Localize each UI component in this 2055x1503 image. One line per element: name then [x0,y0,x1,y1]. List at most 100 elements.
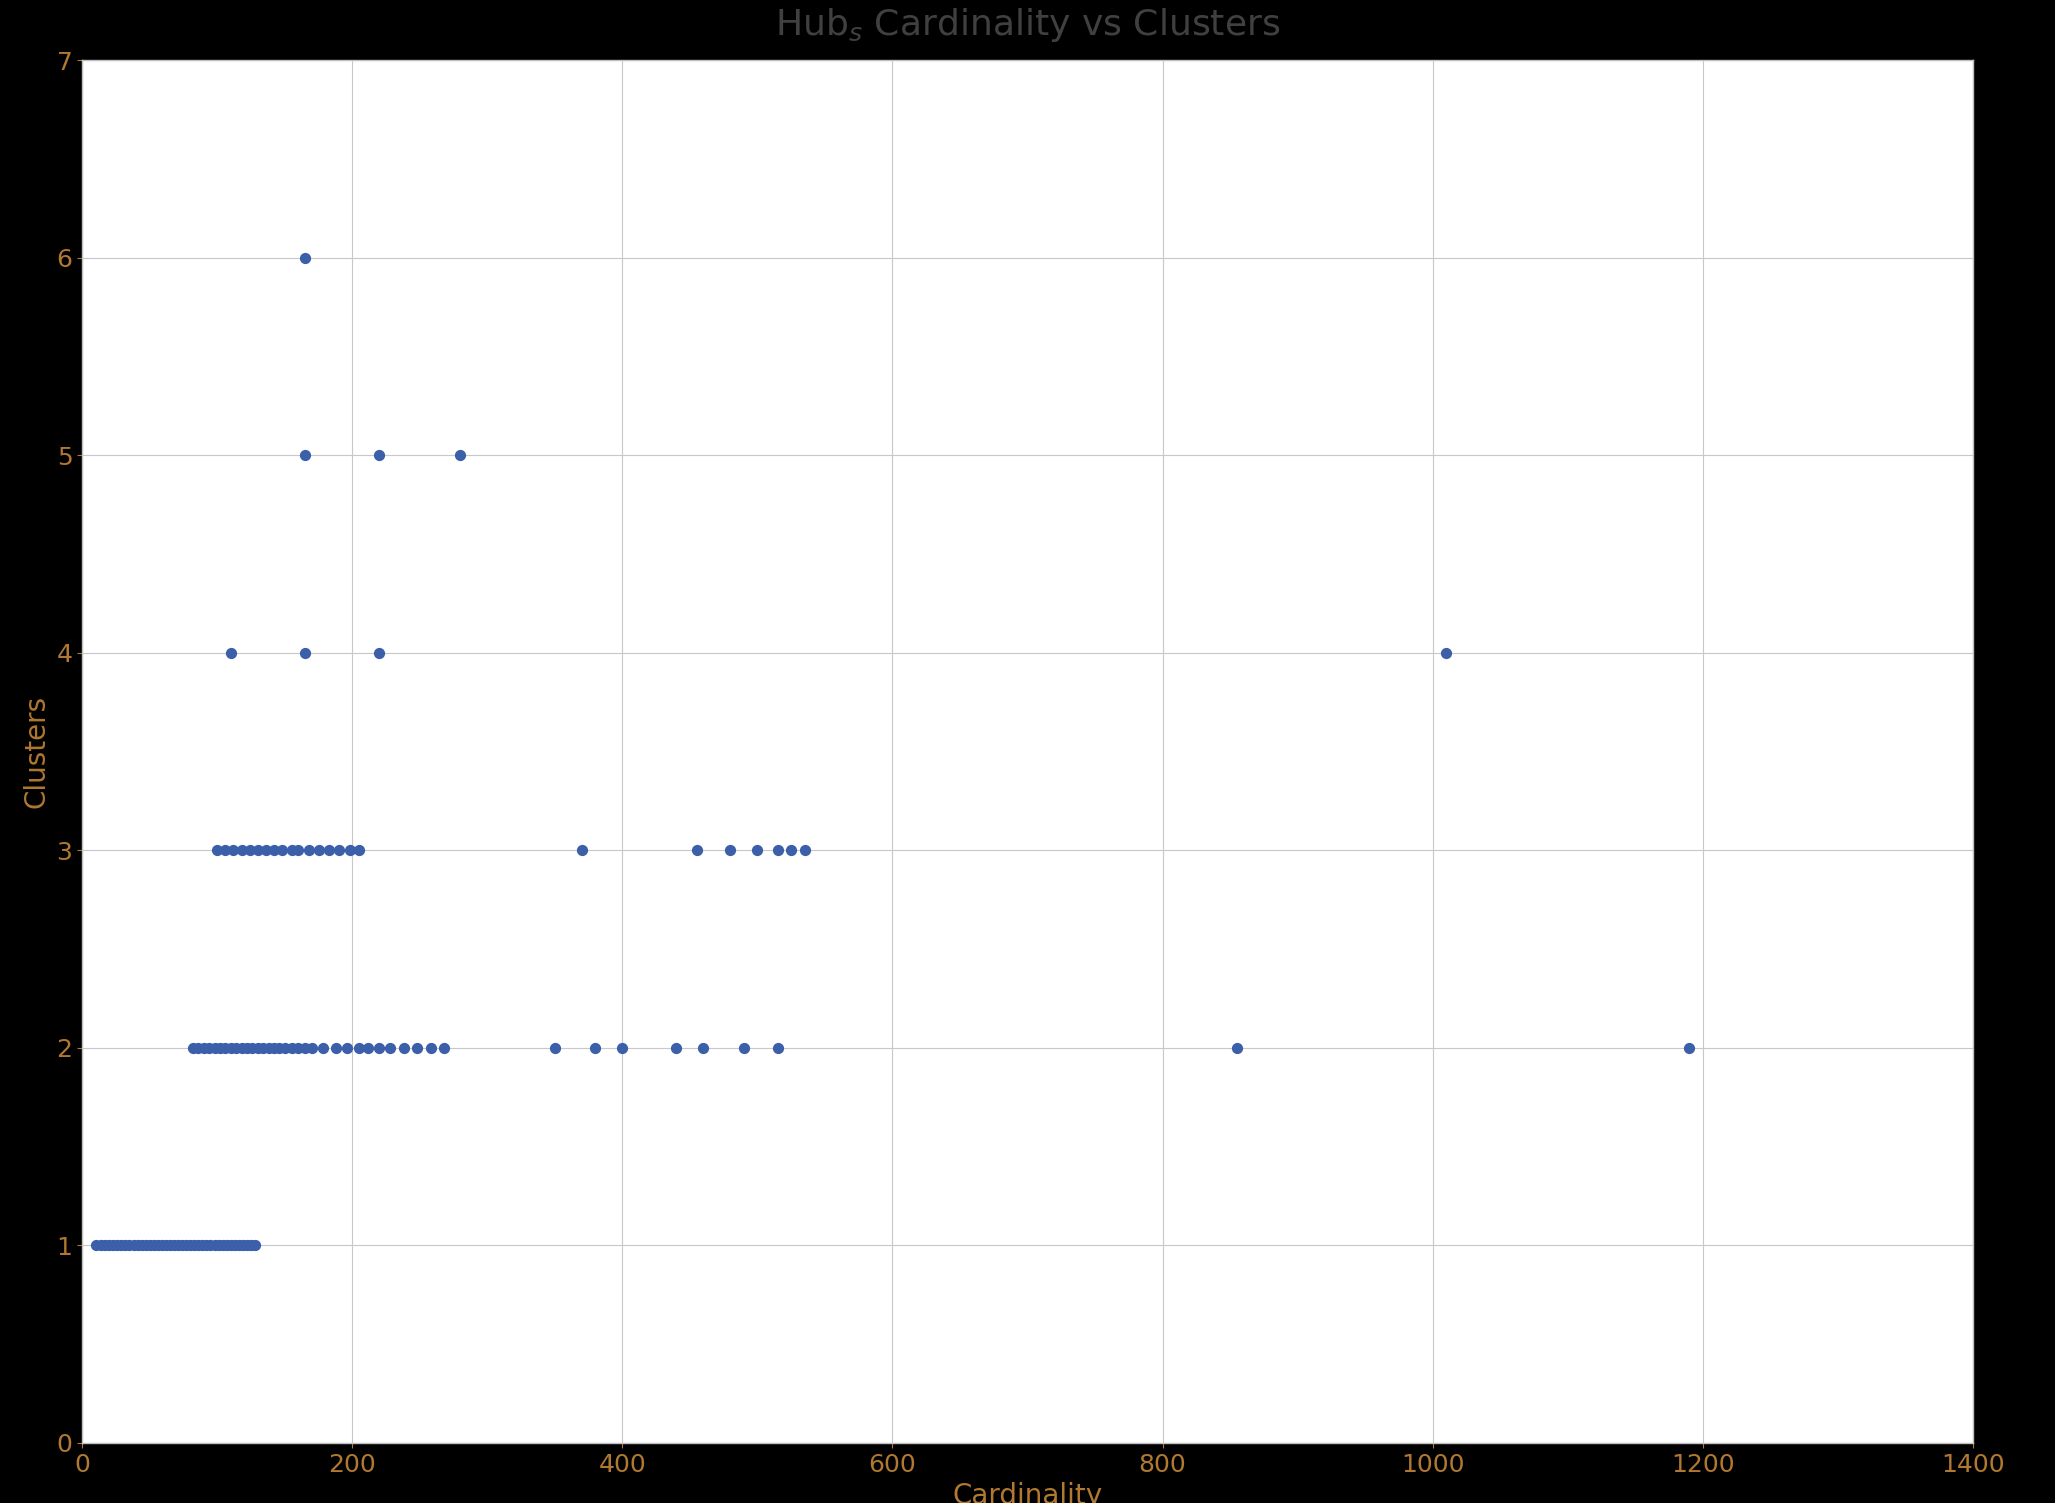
Point [214,1234,247,1258]
Point [306,1036,339,1060]
Point [742,839,775,863]
Point [760,1036,793,1060]
Point [214,1036,247,1060]
Point [343,1036,376,1060]
Point [183,1234,216,1258]
Point [343,839,376,863]
Point [302,839,335,863]
Point [101,1234,134,1258]
Point [187,1036,220,1060]
Point [234,1234,267,1258]
Point [727,1036,760,1060]
Point [253,1036,286,1060]
Point [288,443,321,467]
Point [97,1234,129,1258]
Point [117,1234,150,1258]
Point [364,443,397,467]
Point [134,1234,166,1258]
Point [333,839,366,863]
Point [282,839,314,863]
Point [1430,640,1463,664]
Point [201,1234,234,1258]
Point [150,1234,183,1258]
Point [240,1036,273,1060]
Point [292,839,325,863]
Point [162,1234,195,1258]
Point [206,1234,238,1258]
Point [660,1036,693,1060]
Point [109,1234,142,1258]
Point [296,1036,329,1060]
Point [249,839,282,863]
Point [121,1234,154,1258]
Point [125,1234,158,1258]
Point [183,1036,216,1060]
Point [760,839,793,863]
Point [288,1036,321,1060]
Point [238,1234,271,1258]
Point [226,839,259,863]
Point [364,1036,397,1060]
Point [288,640,321,664]
Point [218,1234,251,1258]
Point [88,1234,121,1258]
Point [203,1036,236,1060]
Point [415,1036,448,1060]
Point [142,1234,175,1258]
Point [189,1234,222,1258]
Point [686,1036,719,1060]
Point [713,839,746,863]
Point [129,1234,162,1258]
Point [113,1234,146,1258]
Point [222,1234,255,1258]
Point [92,1234,125,1258]
Point [179,1234,212,1258]
Point [177,1036,210,1060]
Point [321,1036,353,1060]
Y-axis label: Clusters: Clusters [23,694,51,809]
Point [154,1234,187,1258]
Point [1221,1036,1254,1060]
Point [185,1234,218,1258]
Point [386,1036,419,1060]
Point [580,1036,612,1060]
Point [606,1036,639,1060]
Point [351,1036,384,1060]
Point [269,1036,302,1060]
Point [214,640,247,664]
Point [247,1036,279,1060]
Point [236,1036,269,1060]
Point [210,1036,242,1060]
Point [312,839,345,863]
Point [427,1036,460,1060]
Point [201,839,234,863]
Point [193,1036,226,1060]
Point [166,1234,199,1258]
Point [364,640,397,664]
Point [538,1036,571,1060]
Point [84,1234,117,1258]
Point [275,1036,308,1060]
Point [138,1234,171,1258]
Point [80,1234,113,1258]
Point [232,839,265,863]
Point [171,1234,203,1258]
Point [193,1234,226,1258]
Point [226,1234,259,1258]
Point [775,839,808,863]
Point [230,1234,263,1258]
Point [263,1036,296,1060]
Point [210,1234,242,1258]
Point [1673,1036,1706,1060]
Point [323,839,356,863]
Title: Hub$_s$ Cardinality vs Clusters: Hub$_s$ Cardinality vs Clusters [775,6,1280,44]
Point [197,1036,230,1060]
Point [146,1234,179,1258]
X-axis label: Cardinality: Cardinality [951,1482,1104,1503]
Point [401,1036,434,1060]
Point [105,1234,138,1258]
Point [275,839,308,863]
Point [789,839,822,863]
Point [175,1234,208,1258]
Point [288,245,321,269]
